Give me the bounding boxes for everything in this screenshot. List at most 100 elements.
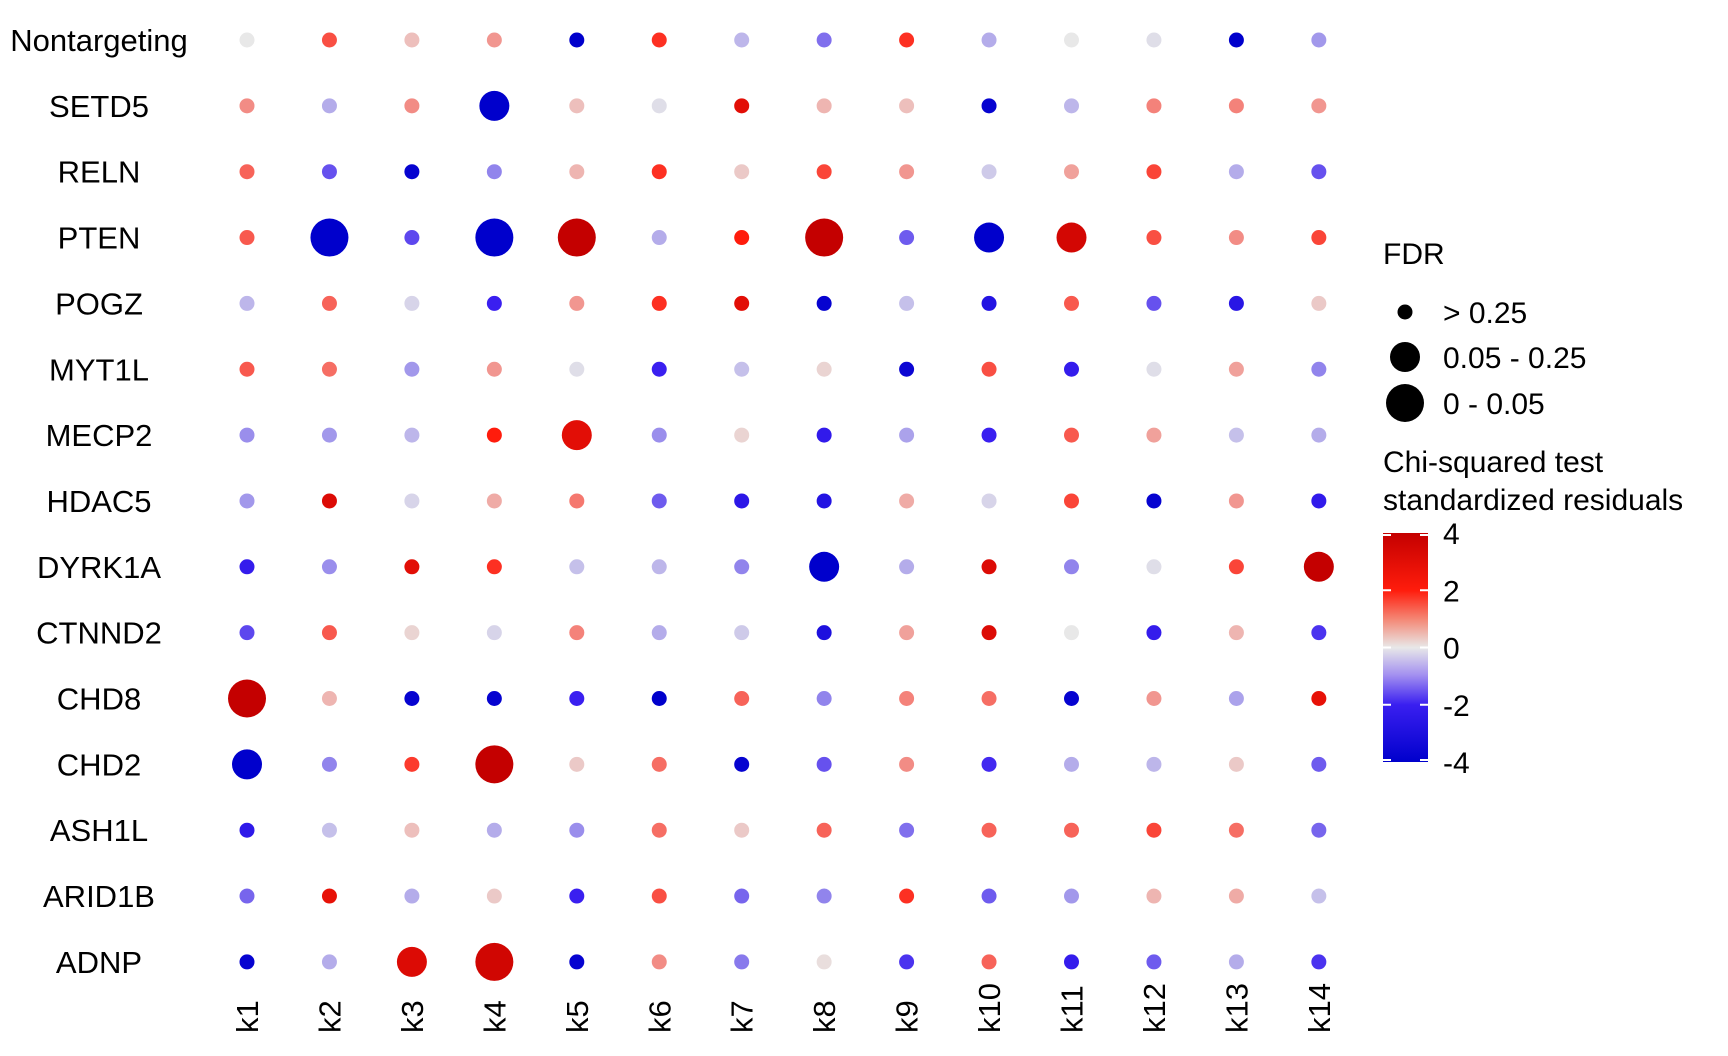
dot-reln-k1 (239, 164, 255, 180)
dot-mecp2-k14 (1311, 427, 1327, 443)
dot-pten-k12 (1146, 230, 1162, 246)
dot-ctnnd2-k14 (1311, 625, 1327, 641)
dot-mecp2-k8 (816, 427, 832, 443)
dot-ctnnd2-k9 (899, 625, 915, 641)
dot-reln-k13 (1228, 164, 1244, 180)
dot-dyrk1a-k1 (239, 559, 255, 575)
dot-pogz-k12 (1146, 295, 1162, 311)
dot-arid1b-k13 (1228, 888, 1244, 904)
dot-chd8-k13 (1228, 691, 1244, 706)
size-legend-title: FDR (1383, 238, 1445, 271)
dot-hdac5-k4 (486, 493, 502, 509)
color-tick-label-0: 4 (1443, 518, 1460, 551)
dot-ctnnd2-k6 (651, 625, 667, 641)
dot-setd5-k6 (651, 98, 667, 114)
dot-ash1l-k7 (734, 822, 750, 838)
dot-myt1l-k2 (321, 361, 337, 377)
dot-setd5-k5 (569, 98, 585, 114)
dot-adnp-k9 (899, 954, 915, 970)
dot-ash1l-k12 (1146, 822, 1162, 838)
dot-pten-k10 (974, 222, 1005, 253)
dot-chd2-k7 (734, 756, 750, 772)
dot-dyrk1a-k8 (809, 551, 840, 582)
column-label-k5: k5 (560, 1000, 595, 1033)
dot-arid1b-k11 (1064, 888, 1079, 904)
dot-reln-k4 (486, 164, 502, 180)
dot-dyrk1a-k3 (404, 559, 420, 575)
dot-pten-k3 (404, 230, 420, 246)
size-legend-label-1: 0.05 - 0.25 (1443, 342, 1586, 375)
dot-chd2-k1 (232, 749, 262, 780)
dot-dyrk1a-k4 (486, 559, 502, 575)
dot-pten-k13 (1228, 230, 1244, 246)
dot-chd2-k13 (1228, 756, 1244, 772)
dot-mecp2-k6 (651, 427, 667, 443)
dot-setd5-k7 (734, 98, 750, 114)
dot-adnp-k8 (816, 954, 832, 970)
dot-hdac5-k8 (816, 493, 832, 509)
row-label-nontargeting: Nontargeting (10, 23, 188, 58)
dot-adnp-k6 (651, 954, 667, 970)
dot-chd2-k4 (475, 745, 514, 784)
dot-arid1b-k12 (1146, 888, 1162, 904)
row-label-dyrk1a: DYRK1A (37, 550, 161, 585)
dot-nontargeting-k13 (1228, 32, 1244, 48)
dot-mecp2-k3 (404, 427, 420, 443)
dot-nontargeting-k1 (239, 32, 255, 48)
dot-dyrk1a-k14 (1303, 551, 1334, 582)
dot-adnp-k4 (475, 942, 514, 981)
dot-nontargeting-k7 (734, 32, 750, 48)
column-label-k3: k3 (395, 1000, 430, 1033)
dot-hdac5-k5 (569, 493, 585, 509)
dot-marks (228, 32, 1334, 981)
dot-hdac5-k12 (1146, 493, 1162, 509)
dot-setd5-k12 (1146, 98, 1162, 114)
dot-chd8-k3 (404, 691, 420, 706)
dot-mecp2-k4 (486, 427, 502, 443)
dot-pogz-k11 (1064, 295, 1079, 311)
dot-ash1l-k14 (1311, 822, 1327, 838)
dot-arid1b-k10 (981, 888, 997, 904)
dot-hdac5-k10 (981, 493, 997, 509)
dot-pten-k7 (734, 230, 750, 246)
row-labels: Nontargeting SETD5 RELN PTEN POGZ MYT1L MECP2 H… (10, 23, 188, 980)
dot-nontargeting-k4 (486, 32, 502, 48)
dot-ctnnd2-k4 (486, 625, 502, 641)
dot-ash1l-k13 (1228, 822, 1244, 838)
dot-ash1l-k6 (651, 822, 667, 838)
dot-myt1l-k3 (404, 361, 420, 377)
dot-dyrk1a-k13 (1228, 559, 1244, 575)
column-label-k12: k12 (1137, 983, 1172, 1033)
dot-myt1l-k10 (981, 361, 997, 377)
dot-reln-k2 (321, 164, 337, 180)
column-label-k6: k6 (642, 1000, 677, 1033)
column-labels: k1 k2 k3 k4 k5 k6 k7 k8 k9 k10 k11 k12 k13 k14 (230, 983, 1337, 1033)
dot-adnp-k7 (734, 954, 750, 970)
dot-reln-k3 (404, 164, 420, 180)
dot-ash1l-k9 (899, 822, 915, 838)
dot-ctnnd2-k5 (569, 625, 585, 641)
dot-adnp-k3 (396, 946, 427, 977)
dot-chd8-k4 (486, 691, 502, 706)
dot-ctnnd2-k12 (1146, 625, 1162, 641)
dot-myt1l-k1 (239, 361, 255, 377)
dot-nontargeting-k10 (981, 32, 997, 48)
dot-pogz-k6 (651, 295, 667, 311)
row-label-hdac5: HDAC5 (46, 484, 151, 519)
dot-myt1l-k8 (816, 361, 832, 377)
dot-chd8-k7 (734, 691, 750, 706)
size-legend-items: > 0.25 0.05 - 0.25 0 - 0.05 (1386, 297, 1586, 422)
dot-nontargeting-k9 (899, 32, 915, 48)
dot-myt1l-k6 (651, 361, 667, 377)
dot-adnp-k1 (239, 954, 255, 970)
dot-chd2-k9 (899, 756, 915, 772)
legend: FDR > 0.25 0.05 - 0.25 0 - 0.05 Chi-square… (1383, 238, 1683, 780)
dot-ctnnd2-k3 (404, 625, 420, 641)
dot-mecp2-k12 (1146, 427, 1162, 443)
dot-pogz-k14 (1311, 295, 1327, 311)
dot-chd8-k2 (321, 691, 337, 706)
dot-ctnnd2-k13 (1228, 625, 1244, 641)
dot-chd8-k1 (228, 679, 266, 718)
dot-setd5-k13 (1228, 98, 1244, 114)
